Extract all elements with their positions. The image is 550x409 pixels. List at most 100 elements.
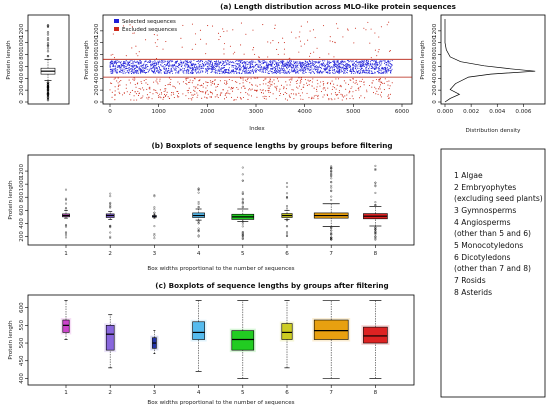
point-selected <box>138 72 139 74</box>
point-excluded <box>265 96 267 98</box>
point-excluded <box>168 83 170 85</box>
point-excluded <box>178 83 181 85</box>
point-selected <box>319 72 321 74</box>
point-excluded <box>275 98 277 100</box>
point-selected <box>227 62 229 64</box>
b-outlier <box>241 179 244 182</box>
point-selected <box>366 63 368 64</box>
point-selected <box>352 64 353 65</box>
b-outlier <box>286 225 288 228</box>
point-selected <box>245 70 247 72</box>
point-selected <box>241 67 243 69</box>
point-selected <box>296 63 298 65</box>
point-selected <box>208 64 210 66</box>
point-selected <box>342 60 344 62</box>
point-excluded <box>199 29 201 31</box>
point-selected <box>390 67 392 69</box>
point-excluded <box>264 78 266 80</box>
point-selected <box>374 68 376 70</box>
point-selected <box>198 72 200 74</box>
point-selected <box>282 70 284 71</box>
point-selected <box>132 63 134 65</box>
point-excluded <box>192 97 194 99</box>
point-selected <box>316 61 318 63</box>
point-selected <box>141 69 142 71</box>
point-selected <box>130 68 132 70</box>
point-selected <box>329 67 331 69</box>
point-excluded <box>361 78 363 80</box>
point-excluded <box>233 99 235 101</box>
point-selected <box>148 61 150 62</box>
point-selected <box>372 63 374 65</box>
point-excluded <box>138 51 140 53</box>
point-selected <box>363 69 365 71</box>
point-selected <box>345 64 347 65</box>
point-excluded <box>284 98 287 100</box>
point-excluded <box>189 79 191 81</box>
point-selected <box>347 65 349 66</box>
point-selected <box>149 61 151 63</box>
point-selected <box>368 63 369 64</box>
point-excluded <box>272 40 274 42</box>
point-selected <box>114 61 116 63</box>
point-selected <box>192 73 194 74</box>
point-selected <box>171 64 173 66</box>
point-excluded <box>254 53 256 55</box>
point-selected <box>165 64 167 66</box>
point-selected <box>384 68 386 69</box>
point-selected <box>192 68 193 70</box>
a-right-ytick-label: 0 <box>432 100 438 104</box>
point-selected <box>111 72 113 74</box>
point-selected <box>170 68 172 70</box>
point-selected <box>217 68 219 70</box>
a-left-outlier <box>46 86 50 89</box>
point-excluded <box>255 84 257 86</box>
point-selected <box>275 70 277 71</box>
point-selected <box>183 61 185 63</box>
point-selected <box>110 61 112 63</box>
point-selected <box>305 72 307 73</box>
point-selected <box>361 72 363 74</box>
b-outlier <box>65 224 67 227</box>
point-selected <box>239 69 241 71</box>
point-selected <box>287 70 289 72</box>
point-selected <box>260 70 261 72</box>
point-selected <box>343 64 345 66</box>
point-selected <box>149 67 151 69</box>
point-selected <box>341 62 343 63</box>
point-selected <box>237 63 239 65</box>
point-selected <box>332 66 334 68</box>
point-selected <box>338 69 340 71</box>
point-excluded <box>242 85 244 87</box>
point-selected <box>321 63 322 65</box>
point-excluded <box>274 24 276 26</box>
b-ytick-label: 200 <box>19 231 25 242</box>
point-selected <box>134 68 135 70</box>
a-right-xtick-label: 0.002 <box>463 109 479 115</box>
point-selected <box>386 68 388 70</box>
a-center-ytick-label: 1000 <box>94 35 100 50</box>
point-selected <box>373 63 375 65</box>
point-excluded <box>351 86 353 88</box>
point-selected <box>263 66 265 68</box>
point-selected <box>243 65 244 67</box>
point-excluded <box>302 98 304 100</box>
point-selected <box>282 70 284 72</box>
point-selected <box>358 67 360 69</box>
point-selected <box>284 62 286 64</box>
point-selected <box>303 67 305 69</box>
point-selected <box>154 70 156 72</box>
point-selected <box>249 72 251 74</box>
point-selected <box>387 64 389 66</box>
point-excluded <box>177 81 179 83</box>
point-selected <box>387 69 389 70</box>
point-excluded <box>389 85 391 87</box>
point-excluded <box>216 95 218 97</box>
point-selected <box>145 66 147 68</box>
point-selected <box>143 70 145 72</box>
point-selected <box>265 71 267 73</box>
point-excluded <box>343 80 345 82</box>
point-excluded <box>263 97 265 99</box>
point-selected <box>197 68 199 70</box>
point-selected <box>282 64 284 66</box>
